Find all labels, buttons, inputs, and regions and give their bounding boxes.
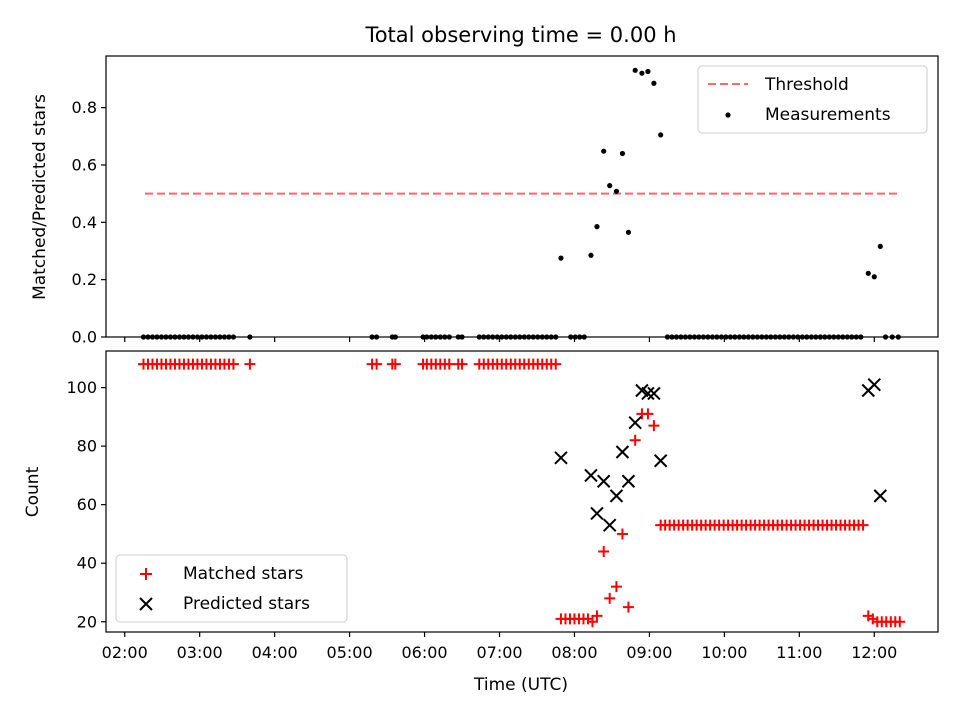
measurement-point	[639, 70, 645, 76]
x-tick-label: 06:00	[402, 643, 448, 662]
bottom-y-ticks: 20 40 60 80 100	[66, 378, 106, 631]
predicted-stars-point	[584, 468, 598, 483]
x-tick-label: 08:00	[551, 643, 597, 662]
y-tick-label: 20	[77, 612, 97, 631]
y-tick-label: 80	[77, 437, 97, 456]
x-tick-label: 07:00	[476, 643, 522, 662]
measurement-point	[607, 183, 613, 189]
y-tick-label: 60	[77, 495, 97, 514]
predicted-stars-point	[621, 474, 636, 488]
matched-stars-point	[857, 519, 869, 531]
legend-matched-label: Matched stars	[183, 564, 303, 584]
measurement-point	[645, 68, 651, 75]
legend-measurements-marker	[725, 112, 731, 118]
matched-stars-point	[586, 616, 598, 628]
measurement-point	[619, 150, 626, 157]
y-tick-label: 0.0	[72, 328, 97, 347]
matched-stars-point	[616, 528, 628, 540]
predicted-stars-point	[867, 377, 881, 392]
measurement-point	[594, 224, 600, 230]
bottom-legend-box	[115, 554, 348, 623]
x-tick-label: 02:00	[102, 643, 148, 662]
predicted-stars-point	[609, 489, 624, 503]
bottom-legend: Matched stars Predicted stars	[115, 554, 348, 623]
matched-stars-point	[610, 581, 622, 593]
predicted-stars-point	[873, 489, 887, 503]
measurement-point	[613, 188, 620, 194]
matched-stars-point	[550, 358, 562, 370]
predicted-stars-point	[596, 474, 611, 488]
bottom-x-ticks: 02:00 03:00 04:00 05:00 06:00 07:00 08:00 09:00…	[102, 632, 897, 662]
matched-stars-point	[648, 420, 660, 432]
x-tick-label: 09:00	[626, 643, 672, 662]
measurement-point	[658, 132, 664, 138]
predicted-stars-point	[602, 518, 617, 532]
matched-stars-point	[244, 358, 256, 370]
bottom-y-axis-label: Count	[23, 466, 43, 517]
matched-stars-point	[894, 616, 906, 628]
top-legend-box	[697, 65, 928, 134]
matched-stars-point	[622, 601, 634, 613]
predicted-stars-point	[615, 445, 630, 459]
plot-area	[137, 358, 906, 628]
matched-stars-point	[456, 358, 468, 370]
legend-predicted-label: Predicted stars	[183, 594, 310, 614]
x-tick-label: 10:00	[701, 643, 747, 662]
top-y-ticks: 0.0 0.2 0.4 0.6 0.8	[72, 98, 106, 347]
top-legend: Threshold Measurements	[697, 65, 928, 134]
measurement-point	[871, 274, 877, 280]
bottom-plot-marks	[137, 358, 906, 628]
matched-stars-point	[371, 358, 383, 370]
predicted-stars-point	[628, 416, 642, 430]
x-axis-label: Time (UTC)	[473, 675, 568, 695]
bottom-panel: Count 20 40 60 80 100 02:00 03:00 04:00 05:00 06…	[23, 350, 939, 695]
y-tick-label: 0.2	[72, 270, 97, 289]
y-tick-label: 0.4	[72, 213, 97, 232]
x-tick-label: 05:00	[327, 643, 373, 662]
top-panel: Matched/Predicted stars 0.00.20.40.60.8 …	[30, 55, 939, 347]
y-tick-label: 0.8	[72, 98, 97, 117]
legend-matched-marker	[140, 568, 152, 580]
legend-threshold-label: Threshold	[764, 75, 849, 95]
measurement-point	[651, 80, 657, 86]
x-tick-label: 11:00	[776, 643, 822, 662]
y-tick-label: 0.6	[72, 155, 97, 174]
predicted-stars-point	[554, 451, 568, 465]
measurement-point	[558, 255, 564, 261]
measurement-point	[625, 229, 632, 235]
measurement-point	[601, 148, 607, 154]
x-tick-label: 04:00	[252, 643, 298, 662]
measurement-point	[877, 243, 883, 249]
matched-stars-point	[591, 610, 603, 622]
matched-stars-point	[598, 546, 610, 558]
y-tick-label: 40	[77, 554, 97, 573]
matched-stars-point	[604, 592, 616, 604]
legend-measurements-label: Measurements	[765, 105, 891, 125]
x-tick-label: 03:00	[177, 643, 223, 662]
legend-predicted-marker	[139, 597, 153, 611]
predicted-stars-point	[647, 386, 661, 401]
x-tick-label: 12:00	[851, 643, 897, 662]
matched-stars-point	[642, 408, 654, 420]
top-y-axis-label: Matched/Predicted stars	[30, 94, 50, 300]
matched-stars-point	[629, 434, 641, 446]
bottom-axes-frame	[105, 350, 939, 633]
chart-title: Total observing time = 0.00 h	[364, 23, 676, 47]
matched-stars-point	[227, 358, 239, 370]
y-tick-label: 100	[66, 378, 97, 397]
measurement-point	[632, 67, 638, 73]
measurement-point	[588, 252, 594, 258]
predicted-stars-point	[653, 454, 668, 468]
measurement-point	[865, 270, 871, 276]
predicted-stars-point	[590, 506, 604, 521]
matched-stars-point	[389, 358, 401, 370]
predicted-stars-point	[641, 386, 655, 401]
top-axes-frame	[105, 55, 939, 338]
